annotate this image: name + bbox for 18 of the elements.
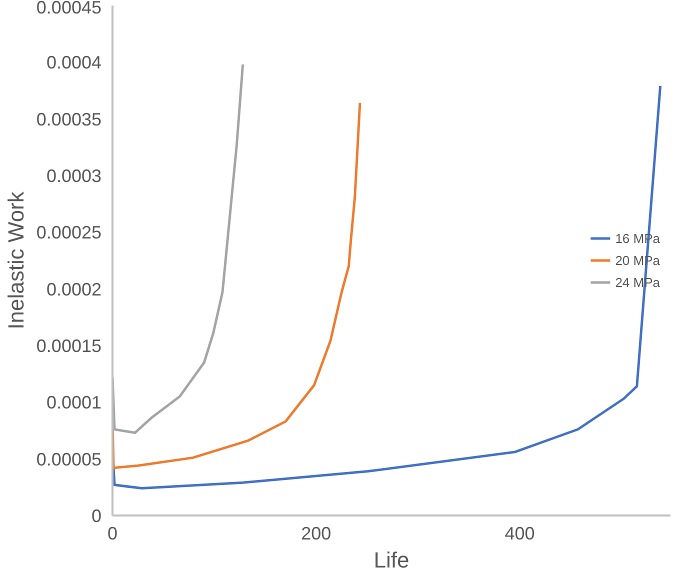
x-tick-label: 0	[107, 524, 118, 544]
y-axis-title: Inelastic Work	[3, 190, 28, 330]
y-tick-label: 0.00045	[36, 0, 102, 18]
x-axis-title: Life	[374, 548, 410, 572]
x-tick-label: 400	[504, 524, 535, 544]
y-tick-label: 0.0001	[46, 392, 102, 413]
y-tick-label: 0.0003	[46, 166, 102, 186]
y-tick-label: 0.00035	[36, 109, 102, 130]
y-tick-label: 0.0002	[46, 279, 102, 300]
y-tick-label: 0	[91, 506, 102, 526]
x-tick-label: 200	[301, 524, 332, 544]
line-series	[112, 63, 244, 434]
line-series	[112, 84, 662, 490]
line-series	[112, 102, 362, 470]
y-tick-label: 0.00025	[36, 222, 102, 243]
y-tick-label: 0.0004	[46, 52, 102, 73]
y-tick-label: 0.00005	[36, 449, 102, 470]
y-tick-label: 0.00015	[36, 336, 102, 356]
